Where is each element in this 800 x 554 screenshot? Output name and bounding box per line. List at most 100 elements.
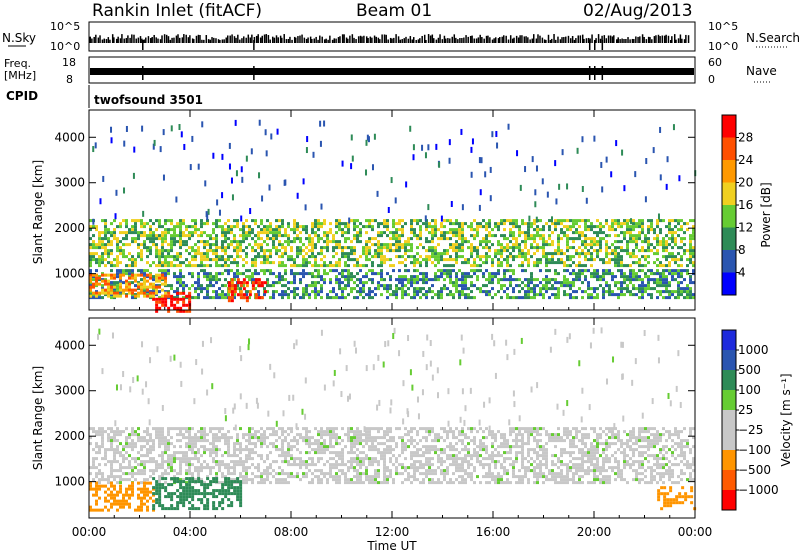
heatmap-cell bbox=[257, 252, 260, 256]
heatmap-cell bbox=[314, 258, 317, 262]
heatmap-cell bbox=[272, 293, 275, 297]
heatmap-cell bbox=[437, 255, 440, 259]
heatmap-cell bbox=[182, 436, 185, 440]
heatmap-cell bbox=[662, 296, 665, 300]
heatmap-cell bbox=[173, 228, 176, 232]
heatmap-cell bbox=[233, 454, 236, 458]
heatmap-cell bbox=[374, 243, 377, 247]
heatmap-cell bbox=[92, 427, 95, 431]
heatmap-cell bbox=[581, 272, 584, 276]
nsky-bar bbox=[357, 36, 360, 43]
heatmap-cell bbox=[266, 472, 269, 476]
heatmap-cell bbox=[452, 231, 455, 235]
heatmap-cell bbox=[164, 460, 167, 464]
heatmap-cell bbox=[149, 439, 152, 443]
heatmap-cell bbox=[266, 457, 269, 461]
heatmap-cell bbox=[302, 261, 305, 265]
heatmap-cell bbox=[554, 293, 557, 297]
heatmap-cell bbox=[158, 222, 161, 226]
heatmap-cell bbox=[317, 290, 320, 294]
heatmap-cell bbox=[305, 287, 308, 291]
heatmap-cell bbox=[311, 481, 314, 485]
heatmap-cell bbox=[191, 135, 194, 142]
heatmap-cell bbox=[443, 448, 446, 452]
heatmap-cell bbox=[614, 249, 617, 253]
nsky-bar bbox=[561, 37, 563, 43]
heatmap-cell bbox=[641, 255, 644, 259]
heatmap-cell bbox=[200, 252, 203, 256]
heatmap-cell bbox=[275, 478, 278, 482]
heatmap-cell bbox=[527, 264, 530, 268]
heatmap-cell bbox=[656, 243, 659, 247]
heatmap-cell bbox=[110, 284, 113, 288]
heatmap-cell bbox=[92, 285, 95, 289]
heatmap-cell bbox=[425, 427, 428, 431]
heatmap-cell bbox=[470, 281, 473, 285]
heatmap-cell bbox=[377, 222, 380, 226]
heatmap-cell bbox=[365, 258, 368, 262]
heatmap-cell bbox=[281, 445, 284, 449]
heatmap-cell bbox=[479, 189, 482, 196]
heatmap-cell bbox=[206, 287, 209, 291]
heatmap-cell bbox=[158, 237, 161, 241]
heatmap-cell bbox=[668, 296, 671, 300]
heatmap-cell bbox=[431, 445, 434, 449]
heatmap-cell bbox=[275, 448, 278, 452]
heatmap-cell bbox=[332, 430, 335, 434]
heatmap-cell bbox=[113, 430, 116, 434]
nsky-bar bbox=[359, 35, 362, 43]
heatmap-cell bbox=[392, 436, 395, 440]
heatmap-cell bbox=[656, 264, 659, 268]
heatmap-cell bbox=[338, 228, 341, 232]
heatmap-cell bbox=[338, 454, 341, 458]
heatmap-cell bbox=[236, 284, 239, 288]
heatmap-cell bbox=[389, 293, 392, 297]
heatmap-cell bbox=[677, 284, 680, 288]
heatmap-cell bbox=[404, 240, 407, 244]
heatmap-cell bbox=[503, 278, 506, 282]
heatmap-cell bbox=[413, 463, 416, 467]
heatmap-cell bbox=[149, 457, 152, 461]
heatmap-cell bbox=[110, 252, 113, 256]
heatmap-cell bbox=[431, 472, 434, 476]
heatmap-cell bbox=[245, 252, 248, 256]
heatmap-cell bbox=[179, 222, 182, 226]
heatmap-cell bbox=[281, 246, 284, 250]
heatmap-cell bbox=[314, 448, 317, 452]
heatmap-cell bbox=[455, 252, 458, 256]
heatmap-cell bbox=[221, 258, 224, 262]
heatmap-cell bbox=[167, 427, 170, 431]
heatmap-cell bbox=[245, 225, 248, 229]
nsky-bar bbox=[679, 34, 682, 43]
heatmap-cell bbox=[125, 288, 128, 292]
heatmap-cell bbox=[656, 284, 659, 288]
heatmap-cell bbox=[689, 237, 692, 241]
heatmap-cell bbox=[122, 472, 125, 476]
heatmap-cell bbox=[122, 291, 125, 295]
heatmap-cell bbox=[128, 243, 131, 247]
heatmap-cell bbox=[542, 234, 545, 238]
heatmap-cell bbox=[149, 264, 152, 268]
heatmap-cell bbox=[476, 255, 479, 259]
heatmap-cell bbox=[209, 243, 212, 247]
heatmap-cell bbox=[350, 258, 353, 262]
heatmap-cell bbox=[566, 225, 569, 229]
heatmap-cell bbox=[632, 240, 635, 244]
heatmap-cell bbox=[137, 246, 140, 250]
heatmap-cell bbox=[245, 433, 248, 437]
heatmap-cell bbox=[596, 231, 599, 235]
heatmap-cell bbox=[104, 234, 107, 238]
heatmap-cell bbox=[125, 439, 128, 443]
heatmap-cell bbox=[533, 293, 536, 297]
heatmap-cell bbox=[248, 296, 251, 300]
nsky-bar bbox=[541, 37, 544, 43]
heatmap-cell bbox=[365, 169, 368, 176]
heatmap-cell bbox=[431, 481, 434, 485]
heatmap-cell bbox=[515, 246, 518, 250]
heatmap-cell bbox=[347, 264, 350, 268]
heatmap-cell bbox=[602, 296, 605, 300]
heatmap-cell bbox=[239, 463, 242, 467]
heatmap-cell bbox=[428, 222, 431, 226]
heatmap-cell bbox=[491, 287, 494, 291]
heatmap-cell bbox=[455, 275, 458, 279]
